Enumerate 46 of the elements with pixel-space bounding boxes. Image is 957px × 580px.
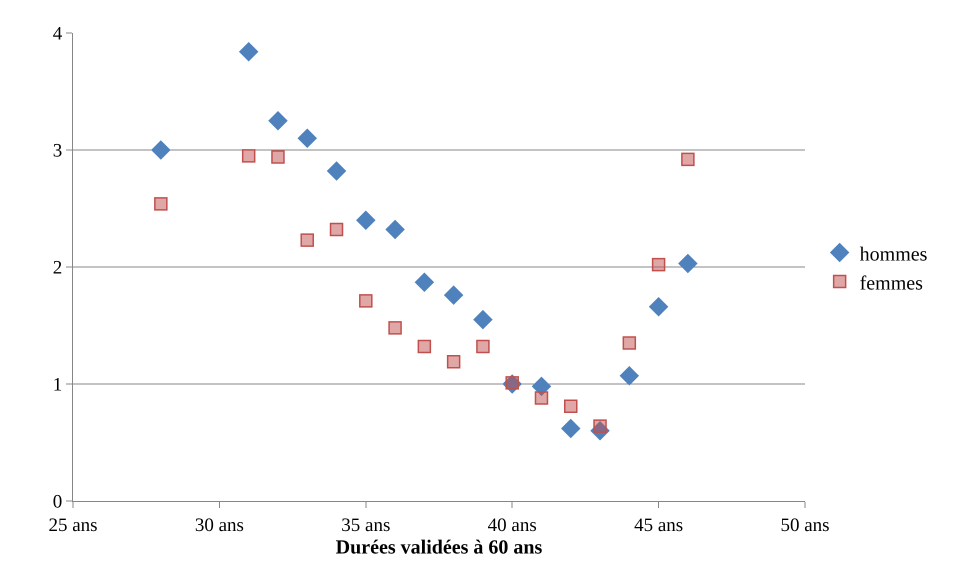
x-tick-label: 30 ans <box>194 514 244 536</box>
point <box>330 222 344 236</box>
x-tick-label: 45 ans <box>634 514 684 536</box>
point <box>154 197 168 211</box>
point <box>356 210 376 230</box>
point <box>268 111 288 130</box>
point <box>300 233 314 247</box>
point <box>414 272 434 292</box>
y-tick-label: 1 <box>52 374 62 396</box>
point <box>502 374 522 394</box>
point <box>476 340 490 354</box>
point <box>473 310 493 330</box>
y-tick-label: 4 <box>52 24 63 45</box>
point <box>678 254 698 274</box>
y-tick-label: 0 <box>52 492 62 513</box>
x-tick-label: 35 ans <box>341 514 390 536</box>
y-tick-label: 2 <box>52 258 62 279</box>
legend-label: femmes <box>860 272 924 294</box>
point <box>652 258 666 272</box>
x-tick-label: 40 ans <box>488 514 537 536</box>
point <box>622 336 636 350</box>
point <box>564 399 578 413</box>
point <box>151 140 171 160</box>
point <box>561 418 581 438</box>
point <box>620 366 640 386</box>
point <box>590 421 610 441</box>
point <box>326 161 346 181</box>
point <box>681 152 695 166</box>
point <box>359 294 373 308</box>
x-axis-title: Durées validées à 60 ans <box>336 536 543 558</box>
point <box>388 321 402 335</box>
point <box>271 150 285 164</box>
point <box>532 376 552 396</box>
legend-label: hommes <box>860 243 928 266</box>
point <box>418 340 432 354</box>
x-tick-label: 25 ans <box>48 514 98 536</box>
point <box>444 285 464 305</box>
point <box>385 220 405 240</box>
y-tick-label: 3 <box>52 140 62 162</box>
point <box>238 42 258 62</box>
point <box>297 128 317 148</box>
x-tick-label: 50 ans <box>780 514 830 536</box>
point <box>446 355 460 369</box>
point <box>648 297 668 317</box>
point <box>534 391 548 405</box>
point <box>242 149 256 163</box>
